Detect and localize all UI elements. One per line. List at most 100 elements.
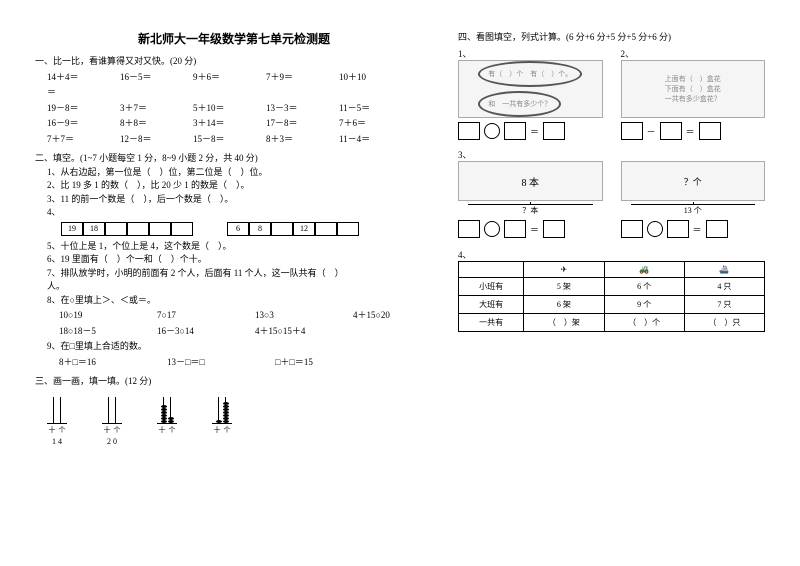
s3-heading: 三、画一画，填一填。(12 分) — [35, 375, 433, 389]
calc-item: 11－5＝ — [339, 102, 394, 116]
q3r-pic: ？个 — [621, 161, 766, 201]
number-boxes: 1918 — [61, 222, 193, 236]
number-boxes: 68 12 — [227, 222, 359, 236]
calc-item: 15－8＝ — [193, 133, 248, 147]
abacus: 十个 — [212, 395, 232, 449]
calc-item: 9＋6＝ — [193, 71, 248, 85]
compare-row: 10○197○1713○34＋15○20 — [59, 309, 433, 323]
compare-item: 18○18－5 — [59, 325, 139, 339]
calc-row: 16－9＝8＋8＝3＋14＝17－8＝7＋6＝ — [47, 117, 433, 131]
page-title: 新北师大一年级数学第七单元检测题 — [35, 30, 433, 47]
table-cell: 4 只 — [684, 278, 764, 296]
fillbox-row: 8＋□＝1613－□＝□□＋□＝15 — [59, 356, 433, 370]
compare-item: 16－3○14 — [157, 325, 237, 339]
fill-item: 8、在○里填上＞、＜或＝。 — [47, 294, 433, 308]
box — [271, 222, 293, 236]
fill-item: 3、11 的前一个数是（ ），后一个数是（ ）。 — [47, 193, 433, 207]
q2-pic: 上面有（ ）盒花下面有（ ）盒花一共有多少盒花？ — [621, 60, 766, 118]
box: 6 — [227, 222, 249, 236]
calc-item: 8＋8＝ — [120, 117, 175, 131]
calc-item: 16－9＝ — [47, 117, 102, 131]
s1-heading: 一、比一比，看谁算得又对又快。(20 分) — [35, 55, 433, 69]
fill-item: 1、从右边起，第一位是（ ）位，第二位是（ ）位。 — [47, 166, 433, 180]
table-cell: （ ）只 — [684, 314, 764, 332]
compare-item: 4＋15○20 — [353, 309, 433, 323]
calc-item — [266, 86, 321, 100]
calc-row: 19－8＝ 3＋7＝ 5＋10＝ 13－3＝ 11－5＝ — [47, 102, 433, 116]
calc-item: 8＋3＝ — [266, 133, 321, 147]
box — [149, 222, 171, 236]
calc-item: ＝ — [47, 86, 102, 100]
calc-item: 7＋7＝ — [47, 133, 102, 147]
fill-item: 9、在□里填上合适的数。 — [47, 340, 433, 354]
section-2: 二、填空。(1~7 小题每空 1 分，8~9 小题 2 分，共 40 分) 1、… — [35, 152, 433, 369]
table-row: 小班有5 架6 个4 只 — [459, 278, 765, 296]
compare-item: 10○19 — [59, 309, 139, 323]
calc-item: 5＋10＝ — [193, 102, 248, 116]
box: 12 — [293, 222, 315, 236]
calc-row: ＝ — [47, 86, 433, 100]
q2-eq: －＝ — [621, 122, 766, 140]
table-cell: （ ）架 — [524, 314, 604, 332]
fill-item: 7、排队放学时，小明的前面有 2 个人，后面有 11 个人，这一队共有（ ） — [47, 267, 433, 281]
table-row: 大班有6 架9 个7 只 — [459, 296, 765, 314]
q1-eq: ＝ — [458, 122, 603, 140]
table-header: ✈ — [524, 262, 604, 278]
box — [171, 222, 193, 236]
calc-row: 7＋7＝12－8＝15－8＝8＋3＝11－4＝ — [47, 133, 433, 147]
fillbox-item: □＋□＝15 — [275, 356, 365, 370]
calc-item: 14＋4＝ — [47, 71, 102, 85]
q3l-brace: ？本 — [468, 204, 593, 216]
calc-row: 14＋4＝16－5＝9＋6＝7＋9＝10＋10 — [47, 71, 433, 85]
calc-item: 19－8＝ — [47, 102, 102, 116]
calc-item: 7＋9＝ — [266, 71, 321, 85]
table-cell: 6 架 — [524, 296, 604, 314]
section-4: 四、看图填空，列式计算。(6 分+6 分+5 分+5 分+6 分) 1、 有（ … — [458, 30, 765, 332]
fillbox-item: 13－□＝□ — [167, 356, 257, 370]
compare-row: 18○18－5 16－3○14 4＋15○15＋4 — [59, 325, 433, 339]
compare-item: 7○17 — [157, 309, 237, 323]
compare-item: 4＋15○15＋4 — [255, 325, 335, 339]
abacus: 十个2 0 — [102, 395, 122, 449]
s2-heading: 二、填空。(1~7 小题每空 1 分，8~9 小题 2 分，共 40 分) — [35, 152, 433, 166]
table-header: 🚜 — [604, 262, 684, 278]
table-cell: （ ）个 — [604, 314, 684, 332]
q4-table: ✈🚜🚢小班有5 架6 个4 只大班有6 架9 个7 只一共有（ ）架（ ）个（ … — [458, 261, 765, 332]
q4-num: 4、 — [458, 248, 765, 261]
calc-item: 12－8＝ — [120, 133, 175, 147]
table-cell: 6 个 — [604, 278, 684, 296]
fill-item: 2、比 19 多 1 的数（ ），比 20 少 1 的数是（ ）。 — [47, 179, 433, 193]
q2-num: 2、 — [621, 47, 766, 60]
fill-item: 4、 — [47, 206, 433, 220]
calc-item: 10＋10 — [339, 71, 394, 85]
abacus: 十个 — [157, 395, 177, 449]
box: 19 — [61, 222, 83, 236]
q3-num: 3、 — [458, 148, 765, 161]
abacus: 十个1 4 — [47, 395, 67, 449]
box — [105, 222, 127, 236]
q3l-pic: 8 本 — [458, 161, 603, 201]
section-3: 三、画一画，填一填。(12 分) 十个1 4 十个2 0 十个十个 — [35, 375, 433, 448]
table-cell: 一共有 — [459, 314, 524, 332]
s4-heading: 四、看图填空，列式计算。(6 分+6 分+5 分+5 分+6 分) — [458, 30, 765, 43]
calc-item: 13－3＝ — [266, 102, 321, 116]
table-cell: 5 架 — [524, 278, 604, 296]
table-cell: 9 个 — [604, 296, 684, 314]
calc-item — [120, 86, 175, 100]
calc-item: 17－8＝ — [266, 117, 321, 131]
box — [127, 222, 149, 236]
q3r-brace: 13 个 — [631, 204, 756, 216]
table-row: 一共有（ ）架（ ）个（ ）只 — [459, 314, 765, 332]
section-1: 一、比一比，看谁算得又对又快。(20 分) 14＋4＝16－5＝9＋6＝7＋9＝… — [35, 55, 433, 146]
table-header — [459, 262, 524, 278]
box: 8 — [249, 222, 271, 236]
table-cell: 大班有 — [459, 296, 524, 314]
q3r-eq: ＝ — [621, 220, 766, 238]
fill-item: 5、十位上是 1，个位上是 4，这个数是（ ）。 — [47, 240, 433, 254]
q1-pic: 有（ ）个 有（ ）个。 和 一共有多少个？ — [458, 60, 603, 118]
box — [337, 222, 359, 236]
table-cell: 小班有 — [459, 278, 524, 296]
calc-item: 3＋7＝ — [120, 102, 175, 116]
box: 18 — [83, 222, 105, 236]
fill-item: 人。 — [47, 280, 433, 294]
